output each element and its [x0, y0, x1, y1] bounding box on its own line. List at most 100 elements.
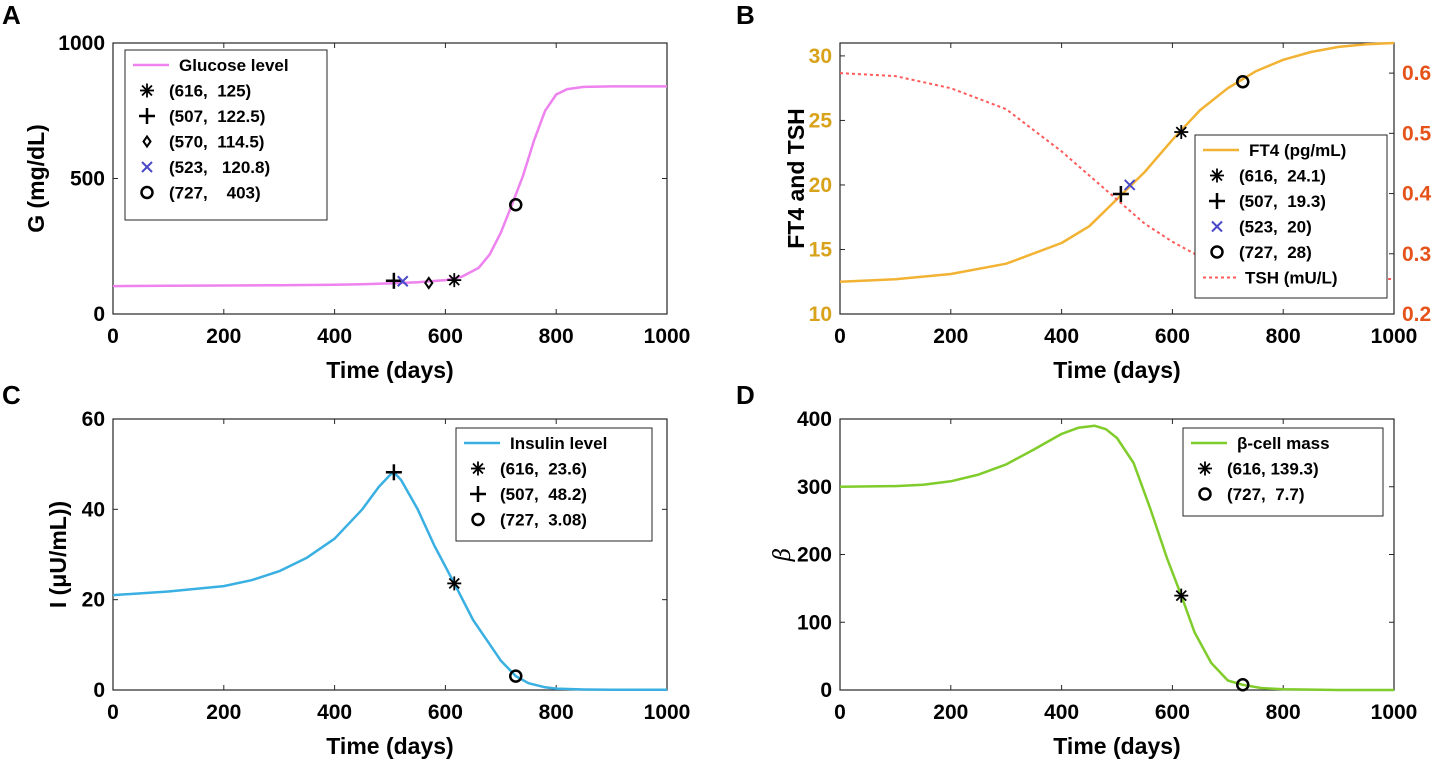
- axes-box-c: [112, 418, 668, 691]
- legend-marker-label: (727, 7.7): [1227, 485, 1305, 504]
- data-marker-asterisk: [1174, 125, 1189, 140]
- legend-marker-label: (727, 28): [1239, 243, 1312, 262]
- series-line-primary: [112, 85, 667, 288]
- legend-marker-label: (616, 125): [169, 82, 251, 101]
- y-axis-title: FT4 and TSH: [783, 108, 809, 249]
- x-axis-title: Time (days): [1053, 733, 1180, 759]
- panel-letter-c: C: [2, 380, 21, 410]
- y-tick-label: 400: [797, 408, 832, 431]
- legend-box: [455, 427, 653, 542]
- legend-marker-asterisk: [471, 461, 485, 476]
- x-tick-label: 200: [933, 701, 968, 724]
- legend-marker-label: (727, 3.08): [500, 511, 587, 530]
- legend-marker-cross: [1211, 220, 1223, 233]
- y-tick-label: 0: [93, 679, 105, 702]
- legend-marker-plus: [470, 486, 486, 502]
- y-tick-label: 200: [797, 544, 832, 567]
- x-tick-label: 200: [933, 325, 968, 348]
- chart-c: 0 200 400 600 800 1000 0 20 40 60 Time (days) I (μU…: [45, 408, 690, 759]
- legend-series-label: Glucose level: [179, 56, 289, 75]
- x-tick-label: 600: [1155, 701, 1190, 724]
- x-tick-label: 400: [317, 325, 352, 348]
- x-tick-label: 800: [1266, 701, 1301, 724]
- y-tick-label: 500: [70, 168, 105, 191]
- x-tick-label: 1000: [644, 325, 691, 348]
- legend-marker-diamond: [142, 134, 152, 149]
- legend-marker-circle: [471, 512, 485, 527]
- x-tick-label: 200: [206, 701, 241, 724]
- panel-letter-a: A: [2, 0, 21, 30]
- y-right-tick-label: 0.5: [1402, 122, 1432, 145]
- series-line-primary: [839, 41, 1395, 283]
- x-tick-label: 1000: [1371, 701, 1418, 724]
- y-right-tick-label: 0.4: [1402, 183, 1432, 206]
- panel-letter-b: B: [736, 0, 755, 30]
- x-tick-label: 800: [1266, 325, 1301, 348]
- y-tick-label: 10: [809, 303, 832, 326]
- y-tick-label: 100: [797, 611, 832, 634]
- y-tick-label: 20: [809, 174, 832, 197]
- x-tick-label: 600: [428, 325, 463, 348]
- legend-marker-asterisk: [140, 83, 154, 98]
- legend-marker-label: (507, 122.5): [169, 107, 265, 126]
- y-tick-label: 15: [809, 238, 833, 261]
- data-marker-diamond: [424, 276, 434, 290]
- data-marker-plus: [385, 272, 402, 289]
- x-tick-label: 0: [107, 325, 119, 348]
- y-tick-label: 30: [809, 45, 832, 68]
- legend-marker-asterisk: [1198, 461, 1212, 476]
- x-axis-title: Time (days): [326, 733, 453, 759]
- y-right-tick-label: 0.2: [1402, 303, 1431, 326]
- y-right-tick-label: 0.6: [1402, 62, 1431, 85]
- legend-marker-cross: [141, 161, 153, 173]
- panel-letter-d: D: [736, 380, 755, 410]
- x-axis-title: Time (days): [1053, 357, 1180, 383]
- legend-b: FT4 (pg/mL) (616, 24.1) (507, 19.3) (523, 2…: [1194, 134, 1388, 299]
- y-tick-label: 60: [82, 408, 105, 431]
- data-marker-plus: [385, 464, 402, 481]
- x-tick-label: 800: [539, 325, 574, 348]
- y-tick-label: 0: [820, 679, 832, 702]
- data-marker-asterisk: [447, 576, 462, 591]
- x-tick-label: 1000: [1371, 325, 1418, 348]
- y-axis-title: β: [770, 548, 796, 562]
- x-tick-label: 0: [107, 701, 119, 724]
- data-marker-asterisk: [447, 273, 462, 288]
- data-marker-circle: [1236, 74, 1250, 89]
- legend-marker-label: (507, 48.2): [500, 485, 587, 504]
- x-tick-label: 200: [206, 325, 241, 348]
- legend-marker-label: (523, 120.8): [169, 158, 270, 177]
- y-right-tick-label: 0.3: [1402, 243, 1431, 266]
- y-tick-label: 25: [809, 109, 833, 132]
- legend-series-label: β-cell mass: [1237, 434, 1330, 453]
- y-tick-label: 20: [82, 589, 105, 612]
- legend-marker-circle: [140, 185, 154, 200]
- legend-marker-label: (727, 403): [169, 184, 261, 203]
- legend-marker-label: (616, 23.6): [500, 460, 587, 479]
- legend-marker-label: (507, 19.3): [1239, 192, 1326, 211]
- x-axis-title: Time (days): [326, 357, 453, 383]
- series-line-primary: [112, 471, 667, 692]
- legend-marker-label: (523, 20): [1239, 218, 1312, 237]
- legend-marker-circle: [1198, 487, 1212, 501]
- y-tick-label: 40: [82, 498, 105, 521]
- legend-marker-label: (616, 24.1): [1239, 167, 1326, 186]
- x-tick-label: 1000: [644, 701, 691, 724]
- data-marker-plus: [1112, 185, 1129, 202]
- legend-marker-plus: [1209, 193, 1225, 209]
- data-marker-cross: [397, 275, 409, 287]
- legend-box: [1194, 134, 1388, 299]
- data-marker-asterisk: [1174, 588, 1189, 603]
- legend-marker-circle: [1210, 245, 1224, 259]
- data-marker-circle: [509, 198, 523, 212]
- data-marker-circle: [509, 669, 523, 683]
- x-tick-label: 400: [1044, 325, 1079, 348]
- legend-marker-plus: [139, 108, 155, 124]
- x-tick-label: 600: [1155, 325, 1190, 348]
- y-tick-label: 300: [797, 476, 832, 499]
- y-tick-label: 0: [93, 303, 105, 326]
- chart-d: 0 200 400 600 800 1000 0 100 200 300 400 Time (days…: [770, 408, 1417, 759]
- series-line-primary: [839, 424, 1394, 692]
- chart-a: 0 200 400 600 800 1000 0 500 1000 Time (days) G (m…: [23, 32, 690, 383]
